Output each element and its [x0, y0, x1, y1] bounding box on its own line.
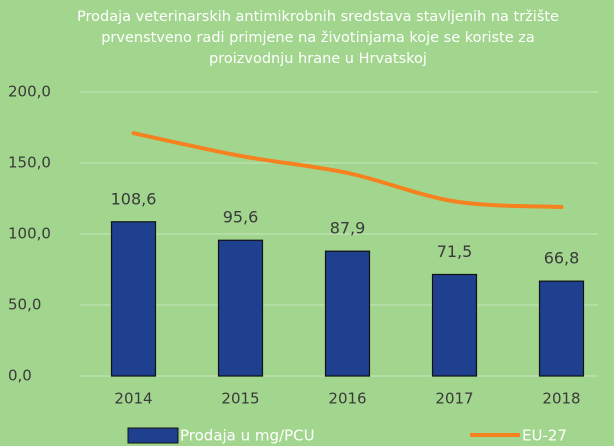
- x-tick-label: 2017: [435, 390, 473, 408]
- chart-title: Prodaja veterinarskih antimikrobnih sred…: [77, 9, 559, 25]
- legend-label: EU-27: [522, 427, 567, 445]
- chart-title: prvenstveno radi primjene na životinjama…: [101, 30, 535, 46]
- x-tick-label: 2014: [114, 390, 152, 408]
- x-tick-label: 2016: [328, 390, 366, 408]
- data-label: 66,8: [544, 249, 580, 268]
- bar: [217, 239, 264, 377]
- y-tick-label: 50,0: [8, 296, 41, 314]
- y-tick-label: 200,0: [8, 83, 51, 101]
- data-label: 87,9: [330, 219, 366, 238]
- data-label: 108,6: [111, 189, 157, 208]
- line: [131, 131, 564, 210]
- legend-label: Prodaja u mg/PCU: [180, 427, 315, 445]
- bar: [431, 273, 478, 377]
- y-tick-label: 0,0: [8, 367, 32, 385]
- y-tick-label: 150,0: [8, 154, 51, 172]
- data-label: 95,6: [223, 208, 259, 227]
- bar: [324, 250, 371, 377]
- bar: [110, 221, 157, 377]
- x-tick-label: 2015: [221, 390, 259, 408]
- legend-swatch: [127, 427, 179, 444]
- y-tick-label: 100,0: [8, 225, 51, 243]
- data-label: 71,5: [437, 242, 473, 261]
- bar: [538, 280, 585, 377]
- chart-title: proizvodnju hrane u Hrvatskoj: [209, 51, 427, 67]
- x-tick-label: 2018: [542, 390, 580, 408]
